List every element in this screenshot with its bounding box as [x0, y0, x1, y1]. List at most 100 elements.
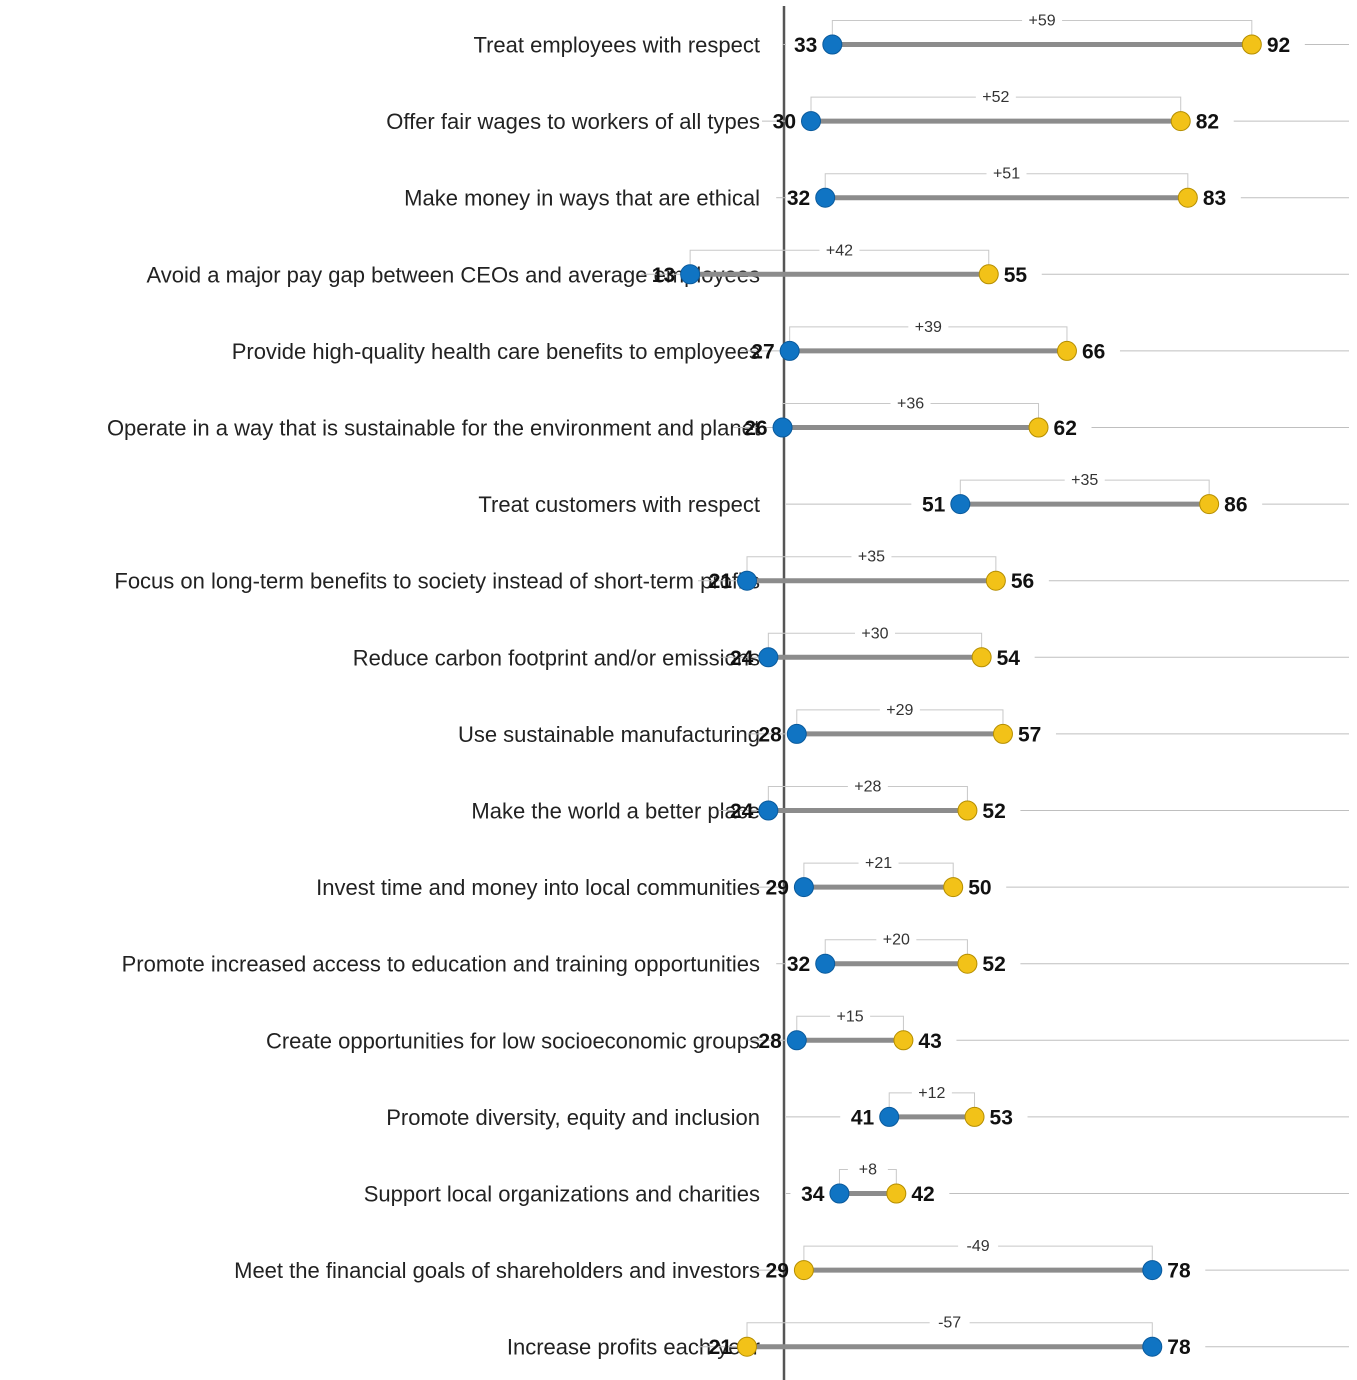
- yellow-dot: [1056, 340, 1077, 361]
- blue-value-label: 27: [751, 340, 774, 363]
- difference-label-bg: [958, 1236, 999, 1255]
- yellow-value-label: 52: [982, 953, 1005, 976]
- yellow-dot: [737, 1336, 758, 1357]
- blue-value-label: 33: [794, 34, 817, 57]
- category-label: Support local organizations and charitie…: [364, 1182, 760, 1207]
- yellow-value-label: 21: [709, 1336, 733, 1359]
- yellow-value-label: 62: [1054, 417, 1077, 440]
- category-label: Use sustainable manufacturing: [458, 722, 760, 747]
- yellow-dot: [971, 647, 992, 668]
- yellow-dot: [978, 264, 999, 285]
- blue-dot: [772, 417, 793, 438]
- yellow-value-label: 42: [911, 1183, 934, 1206]
- yellow-dot: [957, 953, 978, 974]
- difference-label: +42: [826, 242, 853, 259]
- difference-label-bg: [879, 699, 920, 718]
- yellow-dot: [1241, 34, 1262, 55]
- category-label: Treat employees with respect: [473, 33, 760, 58]
- blue-value-label: 32: [787, 187, 810, 210]
- blue-dot: [950, 494, 971, 515]
- yellow-dot: [985, 570, 1006, 591]
- yellow-dot: [793, 1260, 814, 1281]
- difference-label: +29: [886, 702, 913, 719]
- yellow-value-label: 82: [1196, 111, 1219, 134]
- difference-label: +35: [858, 549, 885, 566]
- difference-label: +39: [915, 319, 942, 336]
- chart-row: Use sustainable manufacturing +29 28 57: [458, 699, 1349, 747]
- rows-layer: Treat employees with respect +59 33 92 Offer…: [107, 10, 1349, 1360]
- chart-row: Invest time and money into local communi…: [316, 853, 1349, 900]
- yellow-dot: [964, 1106, 985, 1127]
- blue-dot: [786, 1030, 807, 1051]
- yellow-value-label: 92: [1267, 34, 1290, 57]
- blue-value-label: 28: [758, 723, 782, 746]
- yellow-value-label: 53: [990, 1106, 1013, 1129]
- difference-label-bg: [986, 163, 1027, 182]
- yellow-value-label: 52: [982, 800, 1005, 823]
- chart-row: Operate in a way that is sustainable for…: [107, 393, 1349, 441]
- chart-row: Make money in ways that are ethical +51 32…: [404, 163, 1349, 211]
- category-label: Invest time and money into local communi…: [316, 875, 760, 900]
- difference-label-bg: [1022, 10, 1063, 29]
- blue-dot: [1142, 1260, 1163, 1281]
- difference-label: +52: [982, 89, 1009, 106]
- difference-label-bg: [854, 623, 895, 642]
- difference-label-bg: [830, 1006, 871, 1025]
- difference-label-bg: [858, 853, 899, 872]
- category-label: Offer fair wages to workers of all types: [386, 109, 760, 134]
- difference-label: +20: [883, 932, 910, 949]
- chart-row: Provide high-quality health care benefit…: [232, 316, 1349, 364]
- difference-label-bg: [908, 316, 949, 335]
- blue-value-label: 32: [787, 953, 810, 976]
- difference-label: +30: [861, 625, 888, 642]
- blue-value-label: 34: [801, 1183, 825, 1206]
- difference-label-bg: [847, 1159, 888, 1178]
- blue-dot: [829, 1183, 850, 1204]
- blue-dot: [815, 953, 836, 974]
- difference-label-bg: [876, 929, 917, 948]
- difference-label: +51: [993, 166, 1020, 183]
- yellow-value-label: 86: [1224, 494, 1247, 517]
- yellow-dot: [886, 1183, 907, 1204]
- difference-label-bg: [911, 1082, 952, 1101]
- category-label: Make money in ways that are ethical: [404, 186, 760, 211]
- blue-dot: [786, 723, 807, 744]
- yellow-value-label: 29: [766, 1260, 789, 1283]
- yellow-value-label: 56: [1011, 570, 1034, 593]
- blue-dot: [815, 187, 836, 208]
- blue-dot: [758, 647, 779, 668]
- blue-value-label: 24: [730, 800, 754, 823]
- category-label: Promote increased access to education an…: [122, 952, 760, 977]
- chart-row: Treat employees with respect +59 33 92: [473, 10, 1349, 58]
- blue-dot: [801, 111, 821, 132]
- difference-label: +35: [1071, 472, 1098, 489]
- blue-value-label: 13: [652, 264, 675, 287]
- difference-label: +15: [837, 1008, 864, 1025]
- difference-label-bg: [847, 776, 888, 795]
- difference-label: +21: [865, 855, 892, 872]
- chart-row: Avoid a major pay gap between CEOs and a…: [146, 240, 1349, 287]
- chart-row: Reduce carbon footprint and/or emissions…: [353, 623, 1349, 670]
- yellow-value-label: 83: [1203, 187, 1226, 210]
- category-label: Provide high-quality health care benefit…: [232, 339, 760, 364]
- yellow-dot: [992, 723, 1013, 744]
- difference-label: -57: [938, 1315, 961, 1332]
- category-label: Make the world a better place: [471, 799, 760, 824]
- category-label: Create opportunities for low socioeconom…: [266, 1028, 760, 1053]
- difference-label-bg: [851, 546, 892, 565]
- yellow-value-label: 43: [918, 1030, 941, 1053]
- chart-row: Make the world a better place +28 24 52: [471, 776, 1349, 824]
- blue-value-label: 24: [730, 647, 754, 670]
- yellow-value-label: 57: [1018, 723, 1041, 746]
- difference-label-bg: [975, 87, 1016, 106]
- chart-row: Treat customers with respect +35 51 86: [478, 470, 1349, 517]
- category-label: Focus on long-term benefits to society i…: [114, 569, 760, 594]
- yellow-dot: [957, 800, 978, 821]
- difference-label: -49: [967, 1238, 990, 1255]
- difference-label: +36: [897, 396, 924, 413]
- category-label: Reduce carbon footprint and/or emissions: [353, 645, 760, 670]
- blue-dot: [793, 877, 814, 898]
